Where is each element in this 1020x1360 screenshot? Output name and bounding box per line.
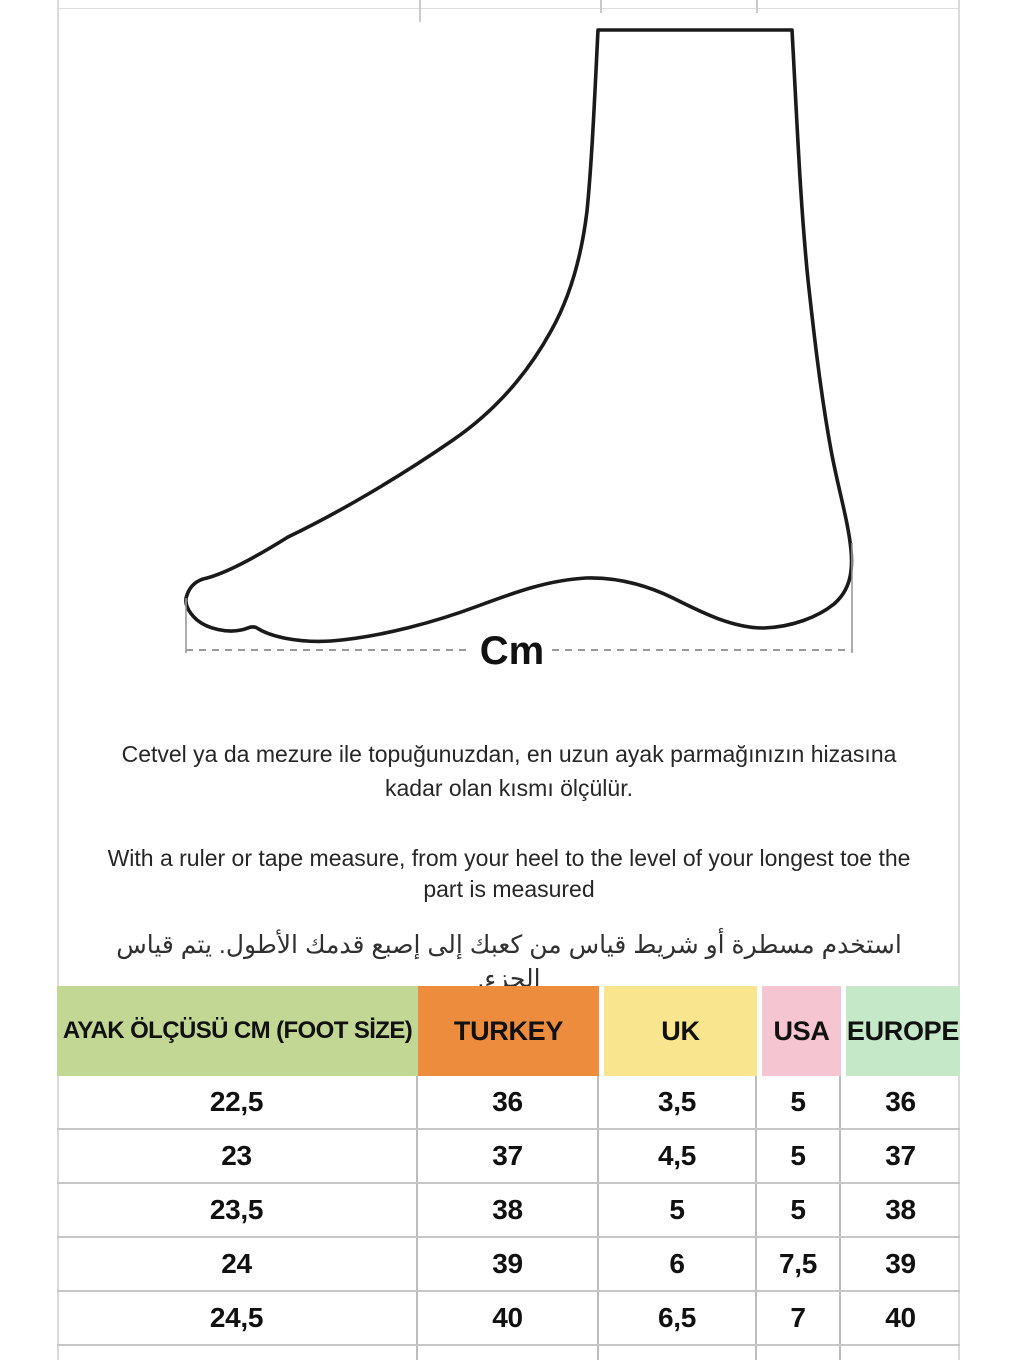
size-cell-europe: 38 (885, 1194, 916, 1225)
size-cell-turkey: 40 (418, 1292, 599, 1344)
top-tick-mark (600, 0, 602, 13)
size-cell-europe (841, 1346, 960, 1360)
size-cell-turkey: 37 (418, 1130, 599, 1182)
instruction-english: With a ruler or tape measure, from your … (107, 845, 911, 902)
size-row: 23 37 4,5 5 37 (57, 1130, 960, 1184)
size-row: 24 39 6 7,5 39 (57, 1238, 960, 1292)
foot-outline (184, 28, 854, 644)
size-row: 23,5 38 5 5 38 (57, 1184, 960, 1238)
size-conversion-table: AYAK ÖLÇÜSÜ CM (FOOT SİZE) TURKEY UK USA… (57, 986, 960, 1360)
instruction-turkish: Cetvel ya da mezure ile topuğunuzdan, en… (121, 741, 897, 801)
size-cell-turkey: 36 (418, 1076, 599, 1128)
size-row: 22,5 36 3,5 5 36 (57, 1076, 960, 1130)
column-header-foot-size: AYAK ÖLÇÜSÜ CM (FOOT SİZE) (57, 986, 418, 1076)
size-cell-europe: 40 (885, 1302, 916, 1333)
column-header-europe: EUROPE (841, 986, 960, 1076)
size-cell-europe: 37 (885, 1140, 916, 1171)
size-cell-usa: 7,5 (757, 1238, 841, 1290)
size-cell-turkey (418, 1346, 599, 1360)
panel-border-left (57, 0, 59, 1360)
size-table-header-row: AYAK ÖLÇÜSÜ CM (FOOT SİZE) TURKEY UK USA… (57, 986, 960, 1076)
top-border-line (57, 8, 960, 9)
size-row: 24,5 40 6,5 7 40 (57, 1292, 960, 1346)
size-cell-usa: 5 (757, 1076, 841, 1128)
size-cell-turkey: 38 (418, 1184, 599, 1236)
size-cell-usa: 7 (757, 1292, 841, 1344)
size-cell-uk (599, 1346, 757, 1360)
size-cell-footsize: 22,5 (57, 1076, 418, 1128)
size-cell-europe: 36 (885, 1086, 916, 1117)
size-cell-usa: 5 (757, 1184, 841, 1236)
size-cell-usa (757, 1346, 841, 1360)
foot-measurement-diagram: Cm (184, 28, 854, 673)
size-cell-footsize: 24 (57, 1238, 418, 1290)
size-cell-uk: 4,5 (599, 1130, 757, 1182)
size-cell-footsize: 23,5 (57, 1184, 418, 1236)
size-cell-europe: 39 (885, 1248, 916, 1279)
size-cell-footsize: 24,5 (57, 1292, 418, 1344)
size-cell-footsize: 23 (57, 1130, 418, 1182)
column-header-uk: UK (599, 986, 757, 1076)
cm-label: Cm (480, 629, 544, 673)
column-header-usa: USA (757, 986, 841, 1076)
size-cell-usa: 5 (757, 1130, 841, 1182)
size-cell-uk: 6 (599, 1238, 757, 1290)
column-header-turkey: TURKEY (418, 986, 599, 1076)
size-row-partial (57, 1346, 960, 1360)
size-cell-turkey: 39 (418, 1238, 599, 1290)
size-cell-uk: 5 (599, 1184, 757, 1236)
size-cell-uk: 3,5 (599, 1076, 757, 1128)
panel-border-right (958, 0, 960, 1360)
size-cell-footsize (57, 1346, 418, 1360)
top-tick-mark (419, 0, 421, 22)
size-cell-uk: 6,5 (599, 1292, 757, 1344)
top-tick-mark (756, 0, 758, 13)
